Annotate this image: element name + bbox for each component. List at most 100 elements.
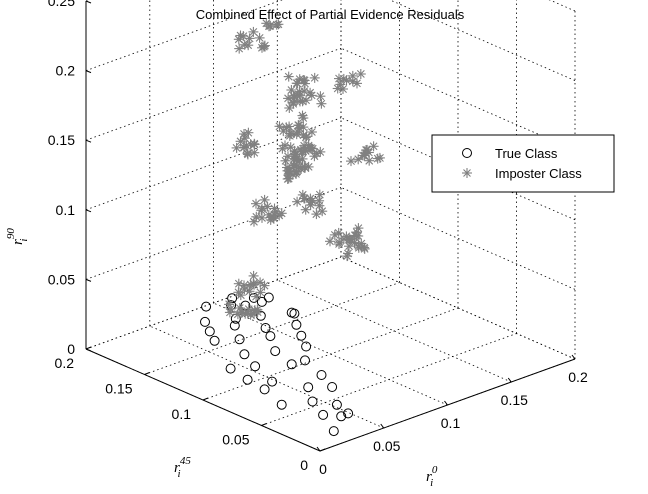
true-class-point — [336, 411, 347, 422]
true-class-point — [318, 409, 329, 420]
z-tick-label: 0 — [67, 341, 75, 357]
true-class-point — [256, 296, 267, 307]
true-class-point — [307, 396, 318, 407]
legend-imposter-marker — [462, 168, 472, 178]
true-class-point — [265, 331, 276, 342]
legend-true-label: True Class — [495, 146, 558, 161]
imposter-class-point — [243, 127, 254, 138]
legend: True Class Imposter Class — [431, 134, 615, 193]
imposter-class-point — [293, 162, 304, 173]
z-tick-mark — [85, 348, 92, 352]
imposter-class-point — [235, 136, 246, 147]
imposter-class-point — [306, 127, 317, 137]
chart-title: Combined Effect of Partial Evidence Resi… — [196, 7, 465, 22]
imposter-class-point — [288, 97, 299, 108]
imposter-class-point — [280, 155, 291, 166]
y-axis-label: r45 i — [174, 455, 191, 480]
grid-line-x-floor — [277, 279, 512, 383]
imposter-class-point — [325, 236, 335, 247]
imposter-class-point — [294, 90, 305, 101]
imposter-class-point — [249, 305, 260, 316]
imposter-class-point — [332, 83, 343, 94]
true-class-point — [263, 292, 274, 303]
z-axis-label: r90i — [5, 228, 30, 245]
imposter-class-point — [283, 173, 294, 184]
imposter-class-point — [283, 71, 294, 82]
true-class-point — [234, 334, 245, 345]
imposter-class-point — [338, 73, 349, 84]
grid-line-y-floor — [261, 333, 517, 426]
imposter-class-point — [368, 141, 379, 152]
imposter-class-point — [294, 74, 305, 85]
x-tick-label: 0.2 — [568, 369, 588, 385]
z-tick-mark — [85, 0, 92, 4]
imposter-class-point — [292, 196, 303, 207]
grid-line-z-backwall-b — [340, 47, 576, 151]
x-tick-mark — [380, 423, 385, 429]
imposter-class-point — [293, 120, 304, 131]
imposter-class-point — [346, 156, 356, 167]
imposter-class-point — [353, 231, 364, 241]
imposter-class-point — [235, 290, 246, 301]
imposter-class-point — [361, 145, 371, 156]
imposter-class-point — [344, 241, 354, 252]
grid-line-y-floor — [202, 307, 459, 401]
imposter-class-point — [264, 21, 274, 32]
z-tick-label: 0.1 — [56, 202, 76, 218]
x-tick-mark — [507, 377, 512, 383]
grid-line-z-backwall-b — [340, 117, 576, 221]
legend-true-marker — [462, 148, 472, 158]
imposter-class-point — [244, 33, 255, 44]
true-class-point — [286, 359, 297, 370]
imposter-class-point — [251, 198, 261, 209]
imposter-class-point — [309, 72, 320, 83]
y-tick-mark — [202, 397, 209, 401]
imposter-class-point — [234, 43, 245, 54]
grid-line-z-backwall-b — [340, 256, 576, 360]
z-tick-label: 0.2 — [56, 63, 76, 79]
y-tick-label: 0.1 — [172, 406, 192, 422]
imposter-class-point — [259, 194, 270, 205]
imposter-class-point — [329, 229, 340, 240]
grid-lines — [85, 0, 576, 452]
imposter-class-point — [239, 129, 249, 139]
imposter-class-point — [352, 78, 362, 89]
grid-line-z-backwall-a — [85, 256, 342, 350]
true-class-point — [316, 370, 327, 380]
true-class-point — [289, 308, 300, 319]
imposter-class-point — [259, 40, 270, 51]
grid-line-z-backwall-b — [340, 187, 576, 290]
imposter-class-point — [233, 278, 244, 289]
y-tick-label: 0.05 — [222, 432, 249, 448]
y-tick-mark — [85, 346, 92, 350]
imposter-class-point — [248, 278, 259, 289]
imposter-class-point — [311, 209, 322, 220]
imposter-class-point — [249, 216, 259, 227]
imposter-class-point — [315, 91, 326, 102]
true-class-point — [229, 320, 240, 331]
imposter-class-point — [284, 121, 295, 132]
legend-box — [431, 134, 615, 193]
imposter-class-point — [251, 291, 262, 302]
imposter-class-point — [271, 19, 282, 30]
imposter-class-point — [315, 146, 326, 157]
y-tick-mark — [144, 372, 150, 375]
y-tick-label: 0 — [300, 457, 308, 473]
imposter-class-point — [349, 237, 360, 248]
y-tick-label: 0.2 — [55, 355, 75, 371]
imposter-class-point — [249, 147, 260, 158]
true-class-point — [270, 346, 281, 357]
imposter-class-point — [284, 103, 295, 113]
imposter-class-point — [241, 140, 252, 151]
x-tick-label: 0.1 — [441, 415, 461, 431]
true-class-point — [250, 361, 261, 372]
imposter-class-point — [300, 204, 311, 215]
imposter-class-point — [301, 131, 312, 142]
z-tick-mark — [85, 209, 92, 213]
imposter-class-point — [353, 154, 364, 165]
imposter-class-points — [224, 18, 385, 320]
imposter-class-point — [307, 195, 318, 206]
imposter-class-point — [239, 284, 250, 295]
y-tick-mark — [261, 423, 267, 426]
imposter-class-point — [343, 248, 353, 259]
